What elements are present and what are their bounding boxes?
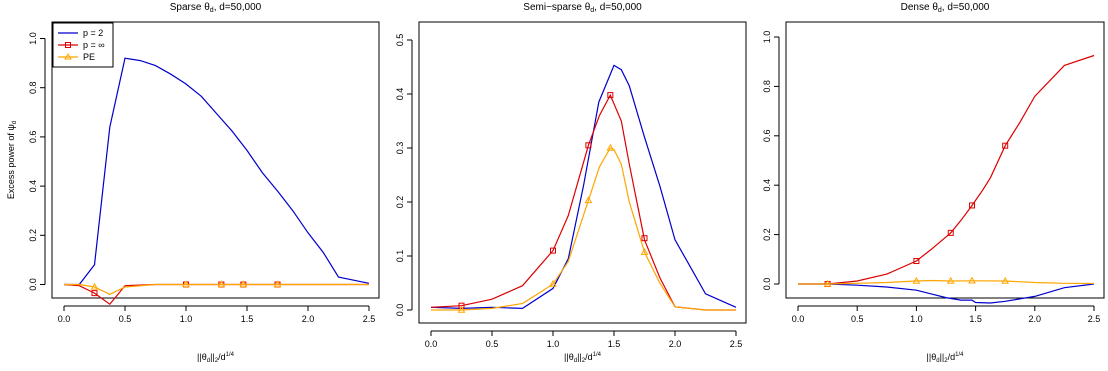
series-marker <box>968 276 976 284</box>
series-line-3 <box>798 279 1095 285</box>
x-tick-label: 0.0 <box>58 314 71 324</box>
x-tick-label: 2.0 <box>1029 314 1042 324</box>
series-marker <box>584 196 593 204</box>
series-marker <box>969 202 976 209</box>
series-marker <box>457 305 466 313</box>
x-axis-label: ||θd||2/d1/4 <box>564 352 602 364</box>
x-tick-label: 2.5 <box>363 314 376 324</box>
x-tick-label: 2.0 <box>302 314 315 324</box>
y-tick-label: 1.0 <box>762 31 772 44</box>
x-tick-label: 0.5 <box>119 314 132 324</box>
chart-title: Sparse θd, d=50,000 <box>170 2 262 14</box>
legend: p = 2 p = ∞ PE <box>52 22 114 68</box>
series-marker <box>640 247 649 255</box>
series-marker <box>606 143 615 151</box>
series-marker <box>458 302 465 309</box>
series-line-3 <box>64 283 369 295</box>
series-marker <box>91 290 98 297</box>
y-tick-label: 0.3 <box>395 142 405 155</box>
series-marker <box>217 280 226 288</box>
series-marker <box>550 247 556 254</box>
x-tick-label: 1.5 <box>608 339 621 349</box>
y-axis-label: Excess power of ψd <box>6 121 18 199</box>
chart-panel-2: Semi−sparse θd, d=50,000 0.0 0.5 1.0 1.5 2.0 2… <box>395 2 747 364</box>
x-tick-label: 2.5 <box>730 339 743 349</box>
y-tick-label: 0.0 <box>762 278 772 291</box>
series-marker <box>182 280 190 288</box>
series-marker <box>912 276 921 284</box>
y-tick-label: 1.0 <box>28 32 38 45</box>
y-tick-label: 0.2 <box>395 196 405 209</box>
y-tick-label: 0.4 <box>28 180 38 193</box>
series-marker <box>585 142 592 149</box>
series-marker <box>607 92 614 99</box>
x-tick-label: 2.0 <box>669 339 682 349</box>
series-marker <box>90 282 99 290</box>
chart-panel-1: Sparse θd, d=50,000 0.0 0.5 1.0 1.5 2.0 2.5 0.0… <box>6 2 380 364</box>
y-tick-label: 0.0 <box>28 278 38 291</box>
legend-label: p = ∞ <box>83 40 105 50</box>
chart-title: Dense θd, d=50,000 <box>901 2 990 14</box>
plot-frame <box>51 21 380 299</box>
y-tick-label: 0.8 <box>28 81 38 94</box>
series-line-2 <box>430 93 736 311</box>
chart-panel-3: Dense θd, d=50,000 0.0 0.5 1.0 1.5 2.0 2.5 0.0 0… <box>762 2 1105 364</box>
x-tick-label: 0.5 <box>486 339 499 349</box>
series-line-3 <box>431 147 736 311</box>
series-line-1 <box>798 283 1095 304</box>
y-tick-label: 0.6 <box>28 131 38 144</box>
legend-marker <box>65 42 71 48</box>
series-line-2 <box>798 54 1095 285</box>
x-tick-label: 1.0 <box>910 314 923 324</box>
x-tick-label: 0.0 <box>792 314 805 324</box>
y-tick-label: 0.2 <box>28 229 38 242</box>
x-tick-label: 1.0 <box>180 314 193 324</box>
series-line-1 <box>430 64 737 310</box>
y-tick-label: 0.1 <box>395 250 405 263</box>
x-tick-label: 2.5 <box>1088 314 1101 324</box>
y-tick-label: 0.2 <box>762 228 772 241</box>
chart-title: Semi−sparse θd, d=50,000 <box>523 2 642 14</box>
x-tick-label: 1.0 <box>547 339 560 349</box>
series-marker <box>239 280 248 288</box>
x-axis-label: ||θd||2/d1/4 <box>927 352 965 364</box>
y-tick-label: 0.4 <box>762 179 772 192</box>
series-marker <box>946 276 955 284</box>
series-marker <box>913 258 920 265</box>
legend-label: p = 2 <box>83 28 103 38</box>
series-marker <box>273 280 282 288</box>
y-tick-label: 0.8 <box>762 80 772 93</box>
series-marker <box>1002 142 1009 149</box>
y-tick-label: 0.6 <box>762 130 772 143</box>
x-tick-label: 1.5 <box>241 314 254 324</box>
y-tick-label: 0.4 <box>395 88 405 101</box>
series-line-1 <box>64 57 370 286</box>
legend-label: PE <box>83 52 95 62</box>
y-tick-label: 0.5 <box>395 34 405 47</box>
series-marker <box>823 279 832 287</box>
legend-marker <box>64 53 72 60</box>
x-axis-label: ||θd||2/d1/4 <box>197 352 235 364</box>
y-tick-label: 0.0 <box>395 304 405 317</box>
series-marker <box>1001 276 1010 284</box>
series-marker <box>549 279 557 287</box>
plot-frame <box>418 21 747 324</box>
plot-frame <box>785 21 1105 299</box>
x-tick-label: 1.5 <box>969 314 982 324</box>
series-marker <box>947 229 954 236</box>
series-marker <box>641 235 648 242</box>
x-tick-label: 0.0 <box>425 339 438 349</box>
x-tick-label: 0.5 <box>851 314 864 324</box>
